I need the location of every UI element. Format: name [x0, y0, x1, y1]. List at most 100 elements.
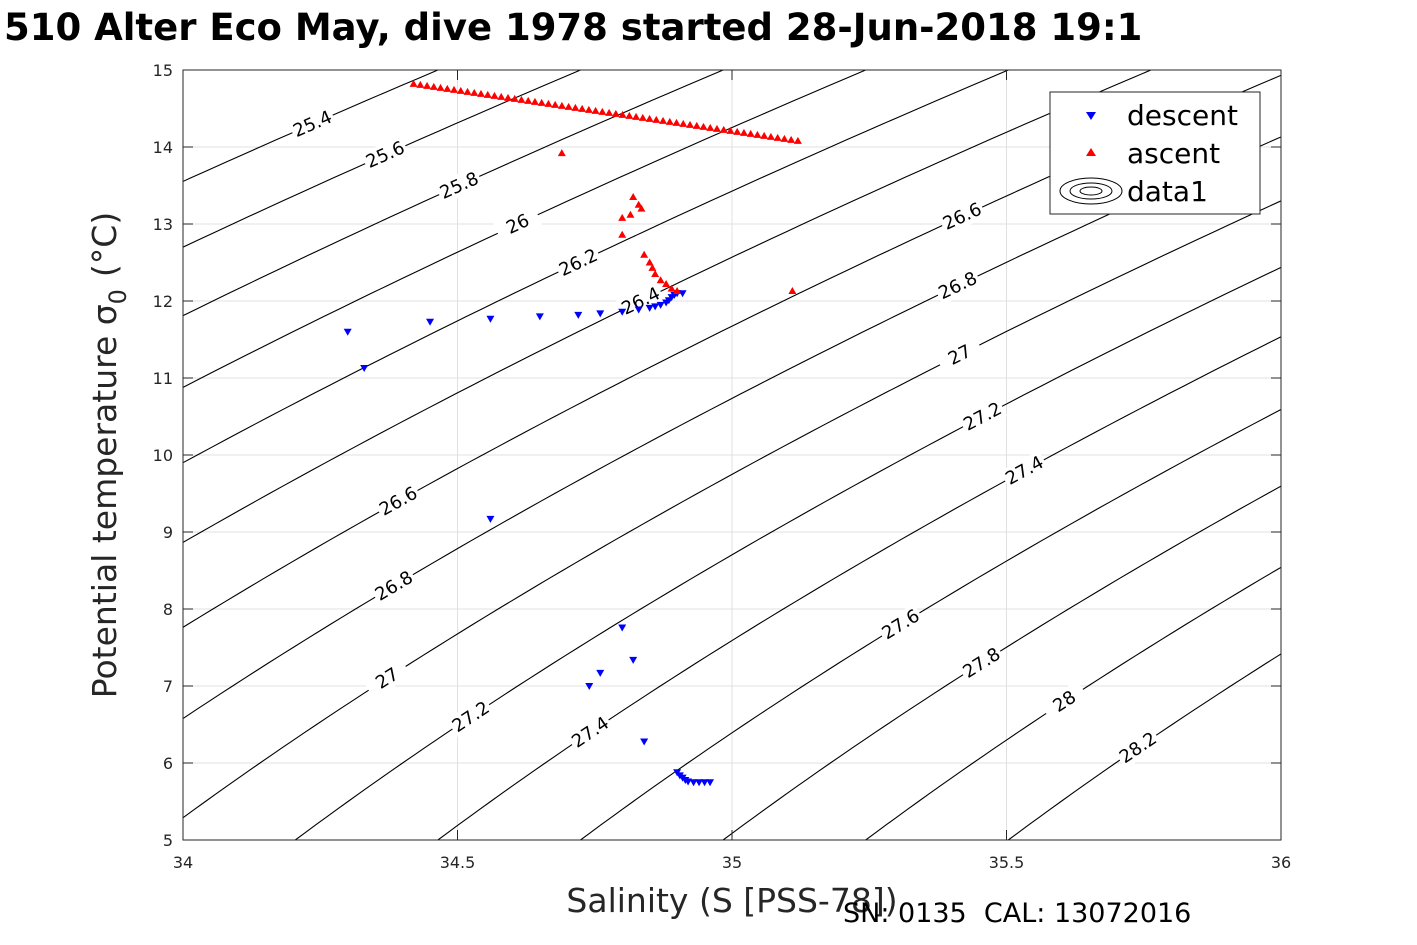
- contour-label-bg: [287, 105, 338, 143]
- ascent-point: [618, 230, 627, 238]
- descent-point: [618, 624, 627, 632]
- ascent-point: [625, 111, 634, 119]
- y-tick-label: 10: [153, 446, 173, 465]
- descent-point: [596, 669, 605, 677]
- ascent-point: [651, 270, 660, 278]
- ascent-point: [611, 109, 620, 117]
- legend-contour-icon: [1059, 177, 1123, 205]
- contour-label: 26.2: [556, 245, 601, 281]
- legend-ascent-marker: [1086, 148, 1096, 156]
- ascent-point: [788, 286, 797, 294]
- ascent-point: [456, 86, 465, 94]
- descent-point: [656, 301, 665, 309]
- contour-label-bg: [1040, 680, 1089, 723]
- contour-label-bg: [434, 166, 484, 205]
- ascent-point: [706, 123, 715, 131]
- contour-label-bg: [373, 480, 423, 522]
- ascent-point: [510, 94, 519, 102]
- ascent-point: [662, 280, 671, 288]
- contour-label-bg: [935, 335, 985, 375]
- serial-calibration-note: SN: 0135 CAL: 13072016: [843, 898, 1192, 929]
- x-tick-label: 34: [173, 853, 193, 872]
- ascent-point: [416, 80, 425, 88]
- ascent-point: [659, 116, 668, 124]
- contour-label-bg: [369, 565, 419, 607]
- ascent-point: [793, 136, 802, 144]
- ascent-point: [443, 84, 452, 92]
- ascent-point: [557, 101, 566, 109]
- contour-line: [579, 408, 1281, 840]
- contour-label-bg: [493, 204, 543, 244]
- y-axis-title-subscript: 0: [104, 289, 132, 304]
- contour-line: [183, 200, 1281, 819]
- ascent-point: [477, 89, 486, 97]
- ascent-point: [537, 98, 546, 106]
- contour-label-bg: [957, 641, 1007, 684]
- contour-label: 25.6: [363, 137, 408, 172]
- ascent-point: [672, 118, 681, 126]
- descent-point: [535, 313, 544, 321]
- descent-point: [684, 778, 693, 786]
- y-tick-label: 15: [153, 61, 173, 80]
- ascent-point: [766, 132, 775, 140]
- ascent-point: [712, 124, 721, 132]
- legend: descent ascent data1: [1049, 91, 1261, 215]
- descent-point: [585, 683, 594, 690]
- ascent-point: [746, 129, 755, 137]
- descent-point: [426, 318, 435, 326]
- y-tick-label: 11: [153, 369, 173, 388]
- ascent-point: [787, 135, 796, 143]
- y-tick-label: 6: [163, 754, 173, 773]
- y-tick-label: 9: [163, 523, 173, 542]
- contour-label-bg: [933, 266, 983, 306]
- descent-point: [343, 328, 352, 336]
- descent-point: [618, 308, 627, 316]
- y-tick-label: 8: [163, 600, 173, 619]
- series-descent: [343, 290, 715, 787]
- descent-point: [678, 290, 687, 298]
- ascent-point: [652, 115, 661, 123]
- ascent-point: [692, 121, 701, 129]
- legend-descent-marker: [1086, 112, 1096, 120]
- contour-line: [436, 336, 1281, 840]
- y-axis-title-main: Potential temperature σ: [85, 304, 124, 698]
- contour-label: 26.8: [935, 268, 980, 304]
- x-axis-title: Salinity (S [PSS-78]): [566, 881, 897, 920]
- descent-point: [486, 515, 495, 523]
- ascent-point: [490, 91, 499, 99]
- contour-label-bg: [957, 396, 1008, 437]
- x-tick-label: 35: [722, 853, 742, 872]
- ascent-point: [524, 96, 533, 104]
- ascent-point: [665, 117, 674, 125]
- figure-title: 510 Alter Eco May, dive 1978 started 28-…: [4, 6, 1143, 49]
- contour-line: [183, 70, 868, 388]
- ascent-point: [436, 83, 445, 91]
- x-tick-label: 35.5: [989, 853, 1025, 872]
- ascent-point: [645, 114, 654, 122]
- ascent-point: [673, 286, 682, 294]
- contour-line: [864, 566, 1281, 840]
- ascent-point: [517, 95, 526, 103]
- ascent-point: [780, 134, 789, 142]
- ascent-point: [618, 110, 627, 118]
- contour-label-bg: [553, 243, 603, 282]
- descent-point: [689, 779, 698, 787]
- legend-box: [1049, 91, 1261, 215]
- ascent-point: [497, 92, 506, 100]
- ascent-point: [423, 81, 432, 89]
- contour-line: [294, 266, 1281, 840]
- legend-ascent-label: ascent: [1127, 137, 1220, 170]
- ascent-point: [578, 104, 587, 112]
- ascent-point: [530, 97, 539, 105]
- descent-point: [486, 315, 495, 323]
- descent-point: [695, 779, 704, 787]
- contour-label-bg: [876, 603, 926, 646]
- ascent-point: [591, 106, 600, 114]
- contour-label-bg: [999, 450, 1050, 491]
- ascent-point: [598, 107, 607, 115]
- ascent-point: [571, 103, 580, 111]
- ascent-point: [632, 112, 641, 120]
- x-tick-label: 34.5: [440, 853, 476, 872]
- legend-contour-label: data1: [1127, 175, 1208, 208]
